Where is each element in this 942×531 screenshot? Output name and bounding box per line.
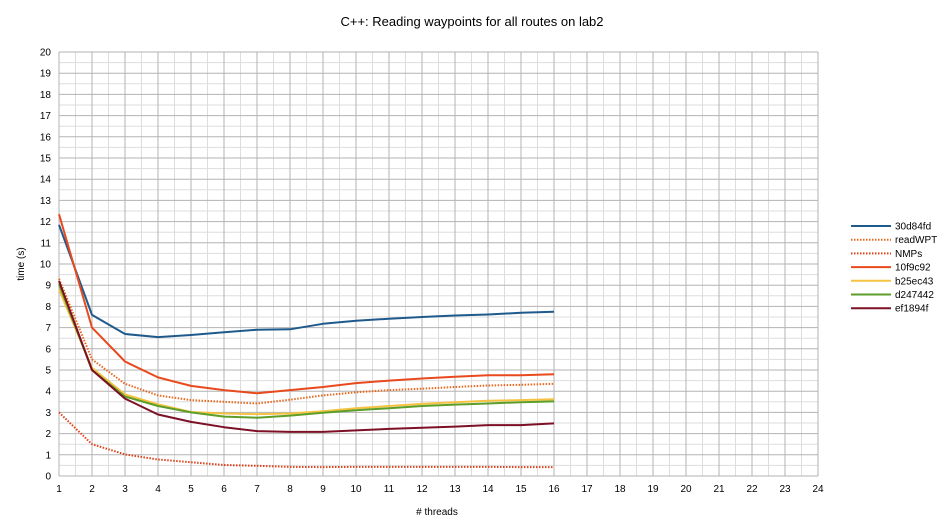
x-tick-label: 5 [188, 484, 194, 495]
y-tick-label: 3 [45, 408, 51, 419]
y-tick-label: 7 [45, 323, 51, 334]
legend-label: ef1894f [895, 304, 929, 315]
y-tick-label: 5 [45, 366, 51, 377]
y-tick-label: 19 [40, 69, 52, 80]
x-tick-label: 17 [581, 484, 593, 495]
legend-label: 10f9c92 [895, 263, 931, 274]
x-tick-label: 1 [56, 484, 62, 495]
x-tick-label: 8 [287, 484, 293, 495]
x-tick-label: 14 [482, 484, 494, 495]
x-tick-label: 16 [548, 484, 560, 495]
series-line-d247442 [58, 283, 555, 419]
x-tick-label: 4 [155, 484, 161, 495]
y-tick-label: 10 [40, 260, 52, 271]
y-tick-label: 6 [45, 344, 51, 355]
x-tick-label: 22 [746, 484, 758, 495]
legend-label: NMPs [895, 249, 922, 260]
x-tick-label: 9 [320, 484, 326, 495]
x-tick-label: 11 [384, 484, 395, 495]
legend-label: b25ec43 [895, 276, 934, 287]
x-tick-label: 3 [122, 484, 128, 495]
y-tick-label: 8 [45, 302, 51, 313]
x-tick-label: 2 [89, 484, 95, 495]
series-line-30d84fd [58, 224, 555, 339]
series-line-readWPT [58, 278, 555, 405]
legend: 30d84fd readWPT NMPs 10f9c92 b25ec43 d247442 e… [851, 222, 937, 315]
y-tick-label: 11 [41, 238, 52, 249]
y-tick-label: 1 [45, 450, 51, 461]
x-tick-label: 19 [647, 484, 659, 495]
x-tick-label: 18 [614, 484, 626, 495]
y-tick-label: 14 [40, 175, 52, 186]
legend-label: d247442 [895, 290, 934, 301]
x-tick-label: 21 [713, 484, 725, 495]
y-tick-label: 2 [45, 429, 51, 440]
y-axis-title: time (s) [16, 247, 27, 280]
x-tick-label: 7 [254, 484, 260, 495]
x-axis-tick-labels: 1 2 3 4 5 6 7 8 9 10 11 12 13 14 15 16 17 18 19 20 21 22 23 24 [56, 484, 824, 495]
x-tick-label: 13 [449, 484, 461, 495]
x-tick-label: 23 [779, 484, 791, 495]
y-tick-label: 9 [45, 281, 51, 292]
legend-label: readWPT [895, 235, 937, 246]
series-line-ef1894f [58, 280, 555, 433]
y-tick-label: 18 [40, 90, 52, 101]
y-tick-label: 17 [40, 111, 52, 122]
y-tick-label: 12 [40, 217, 52, 228]
series-line-NMPs [58, 411, 554, 469]
major-grid [58, 51, 819, 477]
x-axis-title: # threads [416, 507, 458, 518]
y-tick-label: 13 [40, 196, 52, 207]
y-tick-label: 4 [45, 387, 51, 398]
minor-grid [59, 52, 818, 476]
x-tick-label: 6 [221, 484, 227, 495]
series-line-b25ec43 [58, 289, 555, 416]
y-tick-label: 20 [40, 48, 52, 59]
x-tick-label: 10 [350, 484, 362, 495]
y-tick-label: 0 [45, 472, 51, 483]
x-tick-label: 15 [515, 484, 527, 495]
x-tick-label: 12 [416, 484, 428, 495]
series-lines [58, 213, 555, 469]
legend-label: 30d84fd [895, 222, 931, 233]
x-tick-label: 24 [812, 484, 824, 495]
y-tick-label: 15 [40, 154, 52, 165]
y-tick-label: 16 [40, 132, 52, 143]
chart-title: C++: Reading waypoints for all routes on… [340, 14, 603, 29]
series-line-10f9c92 [58, 213, 555, 395]
x-tick-label: 20 [680, 484, 692, 495]
